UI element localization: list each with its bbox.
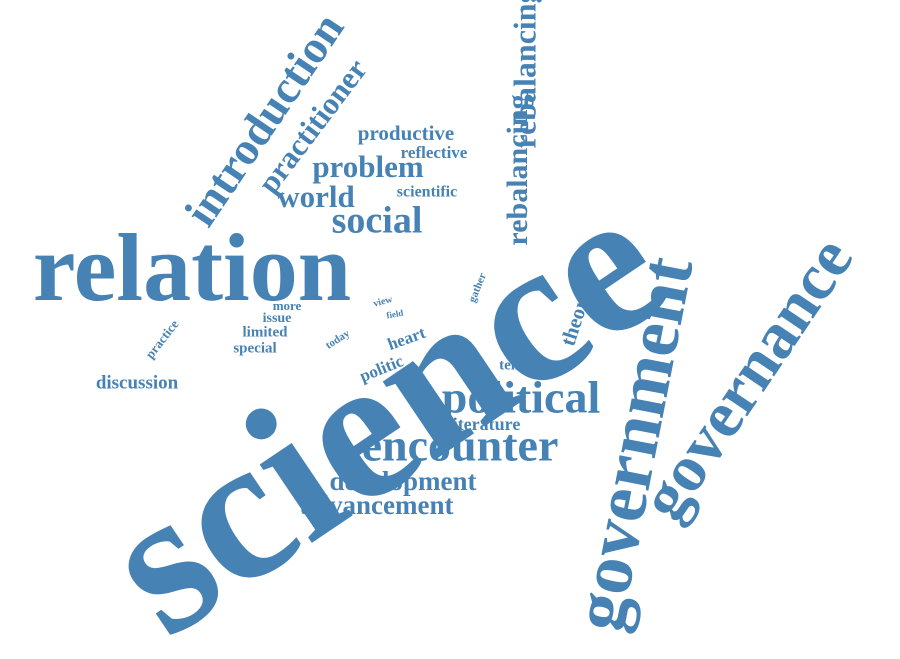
word-relation: relation	[33, 214, 351, 321]
word-limited: limited	[243, 324, 289, 340]
word-world: world	[277, 179, 355, 214]
word-rebalancing-top: rebalancing	[506, 0, 542, 149]
word-social: social	[332, 200, 423, 242]
word-issue: issue	[263, 311, 292, 326]
word-reflective: reflective	[401, 143, 468, 162]
word-tension: tension	[499, 357, 546, 373]
word-scientific: scientific	[397, 184, 457, 201]
word-discussion: discussion	[96, 372, 179, 393]
word-political: political	[442, 372, 600, 423]
word-view: view	[372, 294, 394, 310]
word-productive: productive	[358, 121, 454, 145]
word-advancement: advancement	[301, 490, 454, 520]
word-more: more	[273, 298, 302, 313]
word-literature: literature	[448, 414, 521, 434]
word-special: special	[233, 340, 276, 356]
word-encounter: encounter	[362, 420, 559, 471]
word-practice: practice	[142, 317, 182, 362]
word-problem: problem	[312, 149, 424, 184]
word-rebalancing-mid: rebalancing	[501, 94, 534, 245]
word-field: field	[386, 308, 404, 321]
word-development: development	[330, 466, 477, 496]
